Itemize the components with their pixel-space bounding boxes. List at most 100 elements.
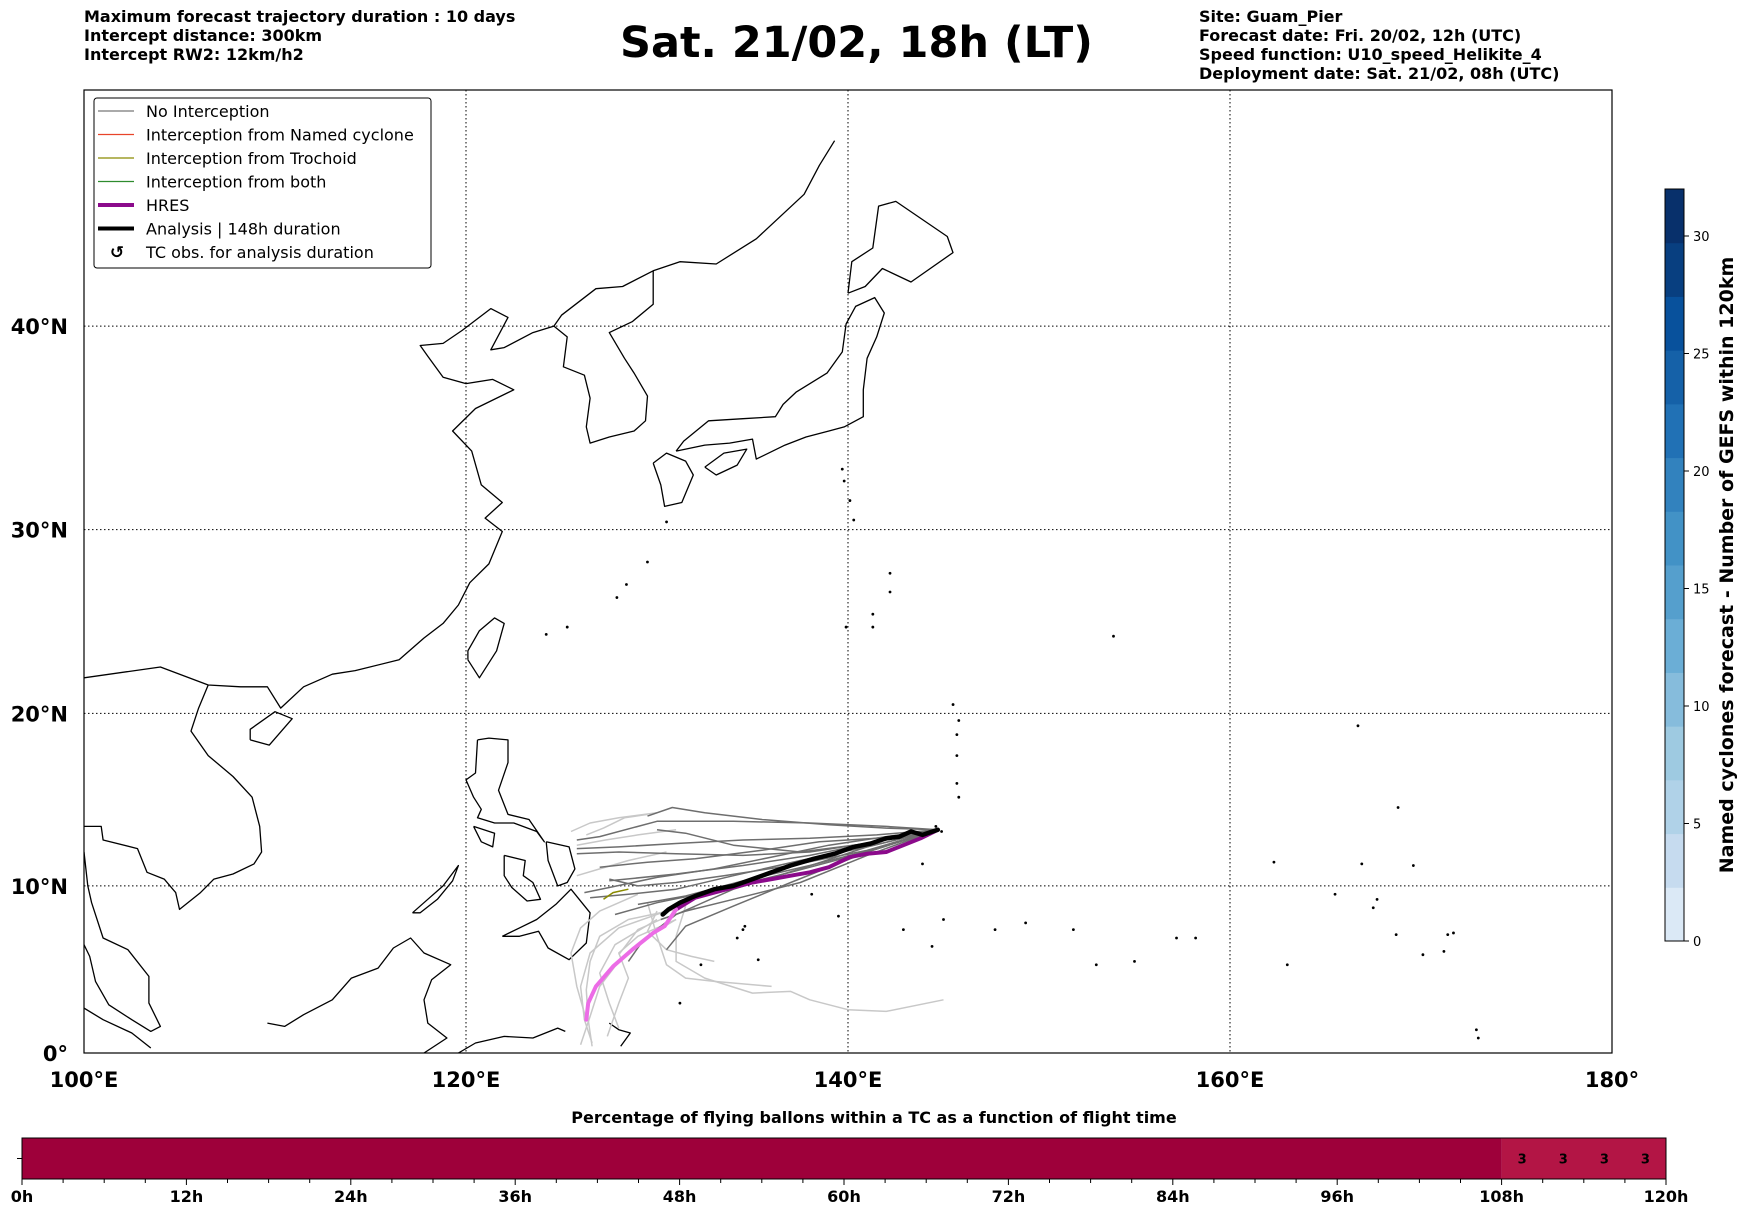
ensemble-trajectory xyxy=(647,806,938,831)
ensemble-trajectory-faded xyxy=(598,918,658,1029)
map-tick-labels: 100°E 120°E 140°E 160°E 180° 0° 10°N 20°N 30°N 40… xyxy=(11,315,1639,1092)
hres-trajectory-extension xyxy=(584,907,679,1022)
ensemble-trajectory-faded xyxy=(570,893,639,1020)
coastline-halmahera xyxy=(608,1022,631,1047)
ensemble-trajectory xyxy=(576,820,938,841)
coastline-taiwan xyxy=(467,617,505,679)
colorbar-segment xyxy=(1665,672,1684,727)
time-bar-tick-label: 96h xyxy=(1320,1187,1354,1206)
time-bar-tick-label: 12h xyxy=(170,1187,204,1206)
island-dot xyxy=(1442,949,1446,953)
time-bar-tick-label: 48h xyxy=(663,1187,697,1206)
coastline-malay-peninsula xyxy=(84,851,162,1033)
island-dot xyxy=(699,963,703,967)
time-bar-title: Percentage of flying ballons within a TC… xyxy=(571,1108,1177,1127)
colorbar-tick-label: 5 xyxy=(1693,818,1701,833)
island-dot xyxy=(957,795,961,799)
lat-tick-label: 30°N xyxy=(11,519,68,543)
coastline-samar-leyte xyxy=(545,841,576,887)
colorbar-label-wrapper: Named cyclones forecast - Number of GEFS… xyxy=(1712,189,1742,941)
coastline-mindoro xyxy=(473,825,496,848)
island-dot xyxy=(1194,936,1198,940)
colorbar-segment xyxy=(1665,350,1684,405)
time-bar-frame xyxy=(21,1137,1667,1180)
island-dot xyxy=(871,612,875,616)
time-bar-value-label: 3 xyxy=(1641,1153,1650,1168)
time-bar-tick-label: 36h xyxy=(498,1187,532,1206)
ensemble-trajectory-faded xyxy=(675,905,944,1013)
legend-entry-label: Interception from Named cyclone xyxy=(146,126,414,145)
ensemble-trajectory xyxy=(576,829,938,850)
island-dot xyxy=(1272,860,1276,864)
ensemble-trajectory xyxy=(584,829,938,894)
ensemble-trajectory xyxy=(660,829,939,921)
map-frame xyxy=(83,89,1613,1054)
hres-trajectory xyxy=(674,827,940,912)
island-dot xyxy=(646,560,649,564)
colorbar-segment xyxy=(1665,296,1684,351)
ensemble-trajectory xyxy=(665,829,939,951)
ensemble-trajectory xyxy=(656,829,938,853)
time-bar-value-label: 3 xyxy=(1600,1153,1609,1168)
colorbar-segment xyxy=(1665,887,1684,942)
ensemble-trajectory-faded xyxy=(579,910,667,1044)
colorbar: 0 5 10 15 20 25 30 xyxy=(1664,188,1710,950)
legend-box xyxy=(93,97,432,269)
island-dot xyxy=(665,520,668,524)
ensemble-trajectory-faded xyxy=(618,907,696,956)
lat-tick-label: 20°N xyxy=(11,702,68,726)
island-dot xyxy=(957,719,961,722)
ensemble-trajectory xyxy=(599,829,938,868)
map-gridlines xyxy=(84,90,1612,1053)
ensemble-trajectory-faded xyxy=(646,902,772,988)
coastline-sulawesi-tip xyxy=(458,1027,566,1053)
header-right: Site: Guam_Pier Forecast date: Fri. 20/0… xyxy=(1199,7,1559,83)
coastline-luzon xyxy=(465,737,545,843)
coastline-borneo xyxy=(267,937,452,1053)
legend-entry-label: HRES xyxy=(146,196,189,215)
lat-tick-label: 0° xyxy=(43,1042,68,1066)
island-dot xyxy=(930,944,934,948)
colorbar-segment xyxy=(1665,189,1684,244)
island-dot xyxy=(1071,928,1075,931)
time-bar-tick-label: 84h xyxy=(1156,1187,1190,1206)
ensemble-trajectory xyxy=(609,829,938,882)
island-dot xyxy=(955,754,959,757)
island-dot xyxy=(955,733,959,736)
island-dot xyxy=(940,830,943,833)
ensemble-trajectory xyxy=(576,829,938,857)
coastline-sumatra-tip xyxy=(84,1007,152,1049)
cyclone-icon: ↺ xyxy=(110,243,124,263)
legend-entry-label: TC obs. for analysis duration xyxy=(145,243,374,262)
time-bar-tick-label: 0h xyxy=(11,1187,34,1206)
coastline-japan-hokkaido xyxy=(847,200,954,294)
colorbar-tick-label: 10 xyxy=(1693,700,1710,715)
island-dot xyxy=(837,914,840,918)
island-dot xyxy=(852,518,856,522)
colorbar-segment xyxy=(1665,457,1684,512)
ensemble-trajectory xyxy=(637,829,939,906)
island-dot xyxy=(1452,931,1455,935)
legend-entry-label: Analysis | 148h duration xyxy=(146,220,341,239)
island-dot xyxy=(842,479,846,483)
header-left: Maximum forecast trajectory duration : 1… xyxy=(84,7,515,64)
ensemble-trajectory-faded xyxy=(606,918,677,1037)
time-bar-tick-label: 72h xyxy=(992,1187,1026,1206)
island-dot xyxy=(901,928,905,931)
coastline-korea xyxy=(553,270,654,444)
island-dot xyxy=(993,928,997,931)
island-dot xyxy=(1474,1028,1478,1032)
colorbar-frame xyxy=(1664,188,1685,942)
island-dot xyxy=(1371,906,1375,910)
lon-tick-label: 120°E xyxy=(432,1068,501,1092)
legend-entry-label: No Interception xyxy=(146,102,270,121)
map-coastlines xyxy=(84,140,1480,1053)
intercept-rw2-text: Intercept RW2: 12km/h2 xyxy=(84,45,304,64)
colorbar-tick-label: 30 xyxy=(1693,230,1710,245)
island-dot xyxy=(615,596,619,599)
island-dot xyxy=(942,918,945,921)
island-dot xyxy=(735,936,739,940)
colorbar-segment xyxy=(1665,242,1684,297)
lon-tick-label: 100°E xyxy=(50,1068,119,1092)
island-dot xyxy=(955,781,959,785)
